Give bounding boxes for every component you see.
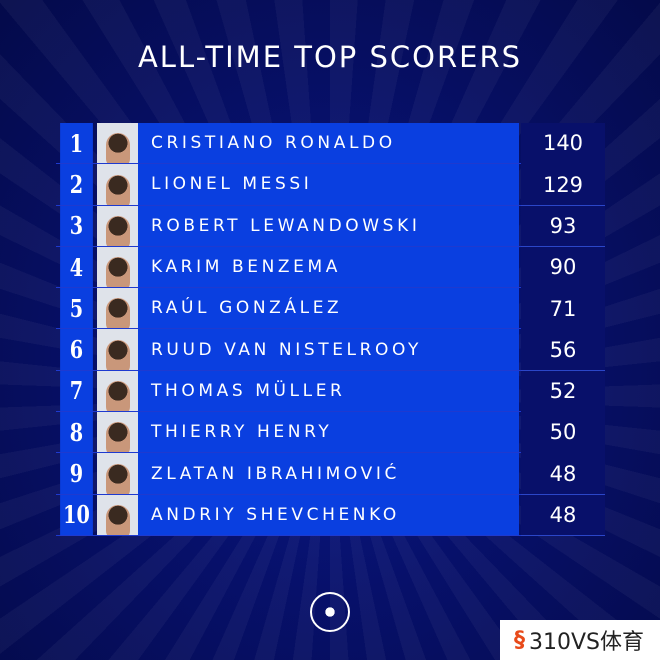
table-row: 4 KARIM BENZEMA 90 [56, 246, 605, 289]
rank: 10 [60, 494, 93, 535]
player-face-icon [105, 339, 130, 370]
rank: 8 [60, 412, 93, 453]
player-photo [97, 288, 138, 329]
table-row: 9 ZLATAN IBRAHIMOVIĆ 48 [56, 453, 605, 496]
goals: 48 [521, 453, 605, 496]
player-face-icon [105, 257, 130, 288]
table-row: 5 RAÚL GONZÁLEZ 71 [56, 288, 605, 330]
watermark: § 310VS体育 [500, 620, 660, 660]
player-face-icon [105, 298, 130, 329]
player-photo [97, 412, 138, 453]
page-title: ALL-TIME TOP SCORERS [137, 40, 523, 74]
goals: 129 [521, 164, 605, 207]
player-face-icon [105, 381, 130, 412]
champions-league-starball-icon [310, 592, 350, 632]
watermark-text: 310VS体育 [529, 630, 645, 655]
player-name: ROBERT LEWANDOWSKI [138, 205, 519, 246]
player-photo [97, 370, 138, 412]
rank: 7 [60, 370, 93, 412]
table-row: 2 LIONEL MESSI 129 [56, 164, 605, 207]
goals: 52 [521, 370, 605, 413]
table-row: 3 ROBERT LEWANDOWSKI 93 [56, 205, 605, 248]
player-face-icon [105, 215, 130, 246]
goals: 50 [521, 412, 605, 454]
goals: 48 [521, 494, 605, 537]
rank: 5 [60, 288, 93, 329]
player-photo [97, 164, 138, 205]
goals: 90 [521, 246, 605, 289]
player-name: KARIM BENZEMA [138, 246, 519, 288]
player-photo [97, 246, 138, 288]
player-face-icon [105, 133, 130, 164]
player-photo [97, 453, 138, 494]
player-name: THIERRY HENRY [138, 412, 519, 453]
player-photo [97, 329, 138, 370]
rank: 4 [60, 246, 93, 288]
rank: 6 [60, 329, 93, 370]
player-photo [97, 494, 138, 535]
player-photo [97, 123, 138, 164]
goals: 140 [521, 123, 605, 165]
goals: 93 [521, 205, 605, 248]
player-name: ZLATAN IBRAHIMOVIĆ [138, 453, 519, 494]
player-face-icon [105, 422, 130, 453]
rank: 3 [60, 205, 93, 246]
table-row: 7 THOMAS MÜLLER 52 [56, 370, 605, 413]
player-name: RUUD VAN NISTELROOY [138, 329, 519, 370]
watermark-logo-icon: § [514, 627, 525, 653]
player-photo [97, 205, 138, 246]
goals: 56 [521, 329, 605, 372]
rank: 1 [60, 123, 93, 164]
player-face-icon [105, 504, 130, 535]
player-face-icon [105, 463, 130, 494]
goals: 71 [521, 288, 605, 330]
rank: 9 [60, 453, 93, 494]
player-name: LIONEL MESSI [138, 164, 519, 205]
player-face-icon [105, 174, 130, 205]
rank: 2 [60, 164, 93, 205]
player-name: CRISTIANO RONALDO [138, 123, 519, 164]
table-row: 6 RUUD VAN NISTELROOY 56 [56, 329, 605, 372]
scorers-table: 1 CRISTIANO RONALDO 140 2 LIONEL MESSI 12… [56, 123, 605, 537]
player-name: RAÚL GONZÁLEZ [138, 288, 519, 329]
player-name: THOMAS MÜLLER [138, 370, 519, 412]
table-row: 10 ANDRIY SHEVCHENKO 48 [56, 494, 605, 537]
player-name: ANDRIY SHEVCHENKO [138, 494, 519, 535]
table-row: 1 CRISTIANO RONALDO 140 [56, 123, 605, 165]
table-row: 8 THIERRY HENRY 50 [56, 412, 605, 454]
